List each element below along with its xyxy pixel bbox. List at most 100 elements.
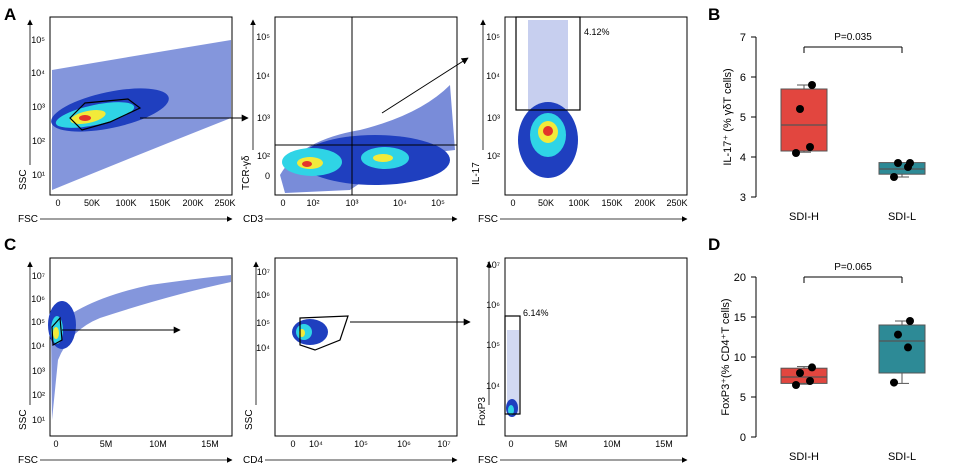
y-tick: 10¹ <box>32 170 45 180</box>
x-tick: 0 <box>53 439 58 449</box>
y-tick-label: 3 <box>740 192 746 204</box>
data-point <box>792 381 800 389</box>
x-tick: 10⁵ <box>431 198 445 208</box>
y-tick: 10⁵ <box>256 318 270 328</box>
y-tick-label: 7 <box>740 32 746 44</box>
gate-polygon <box>69 98 142 131</box>
x-tick: SDI-H <box>789 211 819 223</box>
x-tick: 10M <box>603 439 621 449</box>
panel-label-d: D <box>708 235 720 254</box>
x-tick: 5M <box>100 439 113 449</box>
gate-polygon <box>299 315 349 351</box>
x-tick: 150K <box>149 198 170 208</box>
y-tick: 10⁶ <box>486 300 500 310</box>
x-axis-label: FSC <box>18 214 38 225</box>
y-tick: 10³ <box>32 366 45 376</box>
x-tick: 100K <box>115 198 136 208</box>
data-point <box>796 105 804 113</box>
data-point <box>906 159 914 167</box>
y-tick: 0 <box>265 171 270 181</box>
y-axis-label: FoxP3⁺(% CD4⁺T cells) <box>720 298 732 415</box>
density-cloud <box>48 275 231 420</box>
y-axis-label: IL-17 <box>471 162 482 185</box>
y-tick-label: 20 <box>734 272 746 284</box>
x-tick: 0 <box>508 439 513 449</box>
flow-plot-c3: 6.14% 0 5M 10M 15M 10⁷ 10⁶ 10⁵ 10⁴ FoxP3… <box>477 257 688 466</box>
plot-frame <box>49 257 233 437</box>
y-tick-label: 5 <box>740 392 746 404</box>
y-tick-label: 5 <box>740 112 746 124</box>
y-tick: 10⁴ <box>256 71 270 81</box>
y-tick-label: 15 <box>734 312 746 324</box>
panel-label-b: B <box>708 5 720 24</box>
flow-plot-a3: 4.12% 0 50K 100K 150K 200K 250K 10⁵ 10⁴ … <box>471 16 688 225</box>
x-tick: 15M <box>201 439 219 449</box>
x-tick: 0 <box>290 439 295 449</box>
data-point <box>890 173 898 181</box>
y-axis-label: SSC <box>18 169 29 190</box>
x-tick: 0 <box>510 198 515 208</box>
x-tick: 200K <box>634 198 655 208</box>
x-tick: 10⁷ <box>437 439 450 449</box>
gate-polygon <box>51 316 63 346</box>
data-point <box>792 149 800 157</box>
x-tick: 50K <box>84 198 100 208</box>
flow-plot-c1: 0 5M 10M 15M 10⁷ 10⁶ 10⁵ 10⁴ 10³ 10² 10¹… <box>18 257 233 466</box>
x-tick: 10⁶ <box>397 439 411 449</box>
x-tick: 10⁵ <box>354 439 368 449</box>
y-axis-label: SSC <box>18 409 29 430</box>
y-tick: 10² <box>32 390 45 400</box>
y-tick: 10⁴ <box>31 68 45 78</box>
x-tick: 250K <box>666 198 687 208</box>
x-axis-label: CD4 <box>243 455 263 466</box>
panel-label-a: A <box>4 5 16 24</box>
data-point <box>890 378 898 387</box>
y-tick: 10⁷ <box>257 267 270 277</box>
y-tick: 10⁷ <box>32 271 45 281</box>
y-tick: 10⁷ <box>487 260 500 270</box>
x-tick: 150K <box>601 198 622 208</box>
x-tick: 5M <box>555 439 568 449</box>
gate-rect <box>504 315 521 415</box>
density-cloud <box>280 85 455 193</box>
plot-frame <box>274 16 458 196</box>
y-tick-label: 6 <box>740 72 746 84</box>
gate-percentage: 4.12% <box>584 27 610 37</box>
y-tick: 10³ <box>32 102 45 112</box>
y-tick: 10² <box>32 136 45 146</box>
x-tick: 200K <box>182 198 203 208</box>
y-tick: 10² <box>487 151 500 161</box>
y-tick: 10² <box>257 151 270 161</box>
x-tick: 10⁴ <box>393 198 407 208</box>
x-tick: 10M <box>149 439 167 449</box>
y-tick: 10⁵ <box>31 35 45 45</box>
boxplot-d: 0 5 10 15 20 FoxP3⁺(% CD4⁺T cells) P=0.065 S… <box>720 262 926 463</box>
x-tick: 10⁴ <box>309 439 323 449</box>
data-point <box>906 317 914 325</box>
plot-frame <box>504 257 688 437</box>
y-axis-label: FoxP3 <box>477 397 488 426</box>
data-point <box>806 143 814 151</box>
y-tick-label: 0 <box>740 432 746 444</box>
p-value: P=0.035 <box>834 32 872 43</box>
density-cloud <box>292 319 328 345</box>
flow-plot-c2: 0 10⁴ 10⁵ 10⁶ 10⁷ 10⁷ 10⁶ 10⁵ 10⁴ SSC CD… <box>243 257 471 466</box>
gate-percentage: 6.14% <box>523 308 549 318</box>
gate-arrow <box>381 57 469 114</box>
flow-plot-a2: 0 10² 10³ 10⁴ 10⁵ 10⁵ 10⁴ 10³ 10² 0 TCR-… <box>241 16 469 225</box>
x-tick: 10² <box>306 198 319 208</box>
x-tick: 250K <box>214 198 235 208</box>
x-tick: SDI-L <box>888 451 916 463</box>
plot-frame <box>49 16 233 196</box>
y-tick-label: 4 <box>740 152 746 164</box>
box-sdi-h <box>780 88 828 152</box>
y-tick: 10⁴ <box>486 381 500 391</box>
y-tick: 10³ <box>487 113 500 123</box>
y-tick: 10⁶ <box>256 290 270 300</box>
y-tick: 10¹ <box>32 415 45 425</box>
y-tick: 10⁵ <box>486 340 500 350</box>
x-tick: 50K <box>538 198 554 208</box>
x-axis-label: FSC <box>18 455 38 466</box>
x-tick: 15M <box>655 439 673 449</box>
